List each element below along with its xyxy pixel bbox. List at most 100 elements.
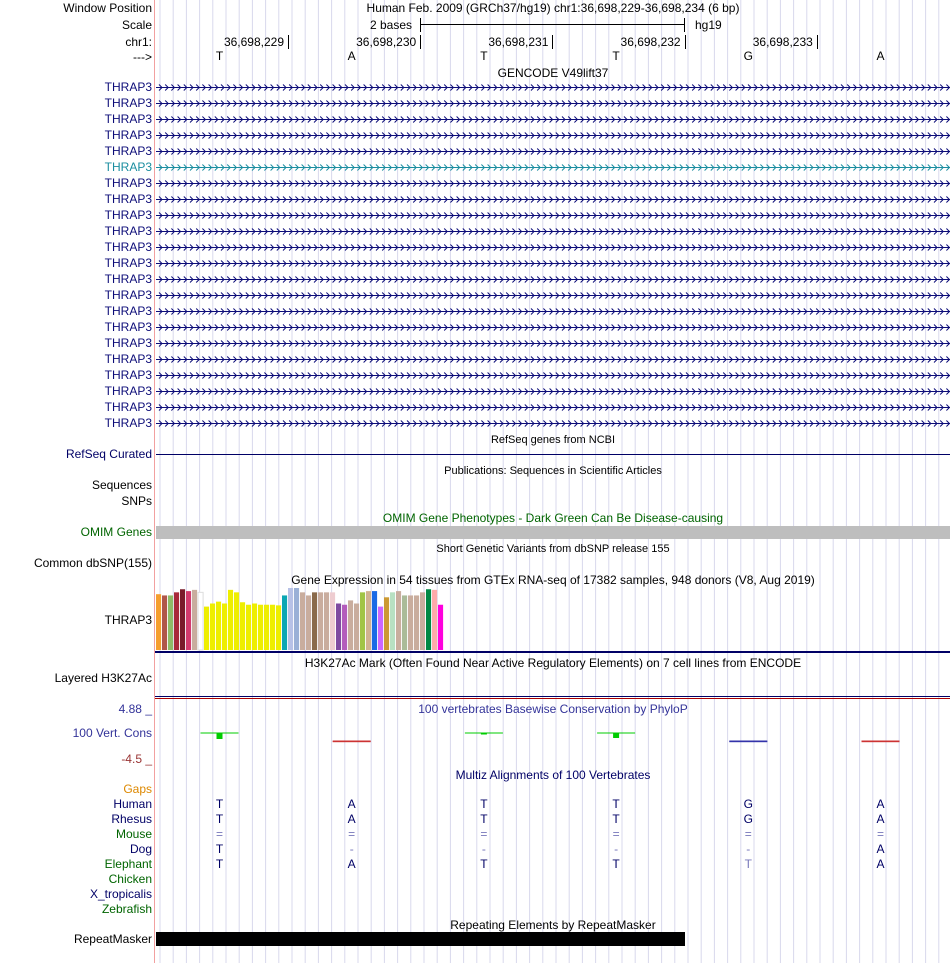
gtex-tissue-bar[interactable] <box>240 602 246 650</box>
gtex-tissue-bar[interactable] <box>408 595 414 650</box>
gtex-tissue-bar[interactable] <box>258 604 264 650</box>
multiz-species-label[interactable]: Zebrafish <box>101 902 152 916</box>
gtex-tissue-bar[interactable] <box>432 589 438 650</box>
gtex-label[interactable]: THRAP3 <box>104 613 152 627</box>
gtex-tissue-bar[interactable] <box>390 592 396 650</box>
gtex-tissue-bar[interactable] <box>270 604 276 650</box>
gtex-tissue-bar[interactable] <box>402 595 408 650</box>
gtex-tissue-bar[interactable] <box>426 589 432 650</box>
gtex-tissue-bar[interactable] <box>168 595 174 650</box>
dbsnp-label[interactable]: Common dbSNP(155) <box>33 556 152 570</box>
gencode-transcript-label[interactable]: THRAP3 <box>104 192 152 206</box>
gtex-tissue-bar[interactable] <box>306 595 312 650</box>
gencode-transcript-label[interactable]: THRAP3 <box>104 144 152 158</box>
gencode-transcript-label[interactable]: THRAP3 <box>104 176 152 190</box>
gtex-tissue-bar[interactable] <box>222 603 228 651</box>
gencode-transcript-label[interactable]: THRAP3 <box>104 304 152 318</box>
gencode-transcript-label[interactable]: THRAP3 <box>104 288 152 302</box>
gencode-transcript-label[interactable]: THRAP3 <box>104 96 152 110</box>
gtex-tissue-bar[interactable] <box>192 589 198 650</box>
multiz-species-label[interactable]: Rhesus <box>111 812 152 826</box>
gencode-transcript-label[interactable]: THRAP3 <box>104 208 152 222</box>
gtex-tissue-bar[interactable] <box>348 600 354 650</box>
gencode-transcript-label[interactable]: THRAP3 <box>104 384 152 398</box>
multiz-species-label[interactable]: Chicken <box>108 872 152 886</box>
gencode-transcript-label[interactable]: THRAP3 <box>104 400 152 414</box>
gencode-transcript-label[interactable]: THRAP3 <box>104 336 152 350</box>
multiz-species-label[interactable]: Human <box>113 797 152 811</box>
gencode-transcript-label[interactable]: THRAP3 <box>104 224 152 238</box>
gtex-tissue-bar[interactable] <box>324 592 330 650</box>
gtex-tissue-bar[interactable] <box>288 588 294 650</box>
gtex-tissue-bar[interactable] <box>264 604 270 650</box>
phylop-score-bar[interactable] <box>216 733 223 739</box>
omim-gene-bar[interactable] <box>156 526 950 539</box>
gtex-tissue-bar[interactable] <box>252 603 258 651</box>
phylop-score-bar[interactable] <box>729 741 768 743</box>
phylop-score-bar[interactable] <box>613 733 620 738</box>
gtex-tissue-bar[interactable] <box>282 595 288 650</box>
gencode-transcript-label[interactable]: THRAP3 <box>104 160 152 174</box>
phylop-score-bar[interactable] <box>332 741 371 743</box>
phylop-label[interactable]: 100 Vert. Cons <box>72 726 152 740</box>
gtex-tissue-bar[interactable] <box>330 592 336 650</box>
refseq-gene-line[interactable] <box>156 454 950 455</box>
gtex-tissue-bar[interactable] <box>216 601 222 650</box>
gtex-tissue-bar[interactable] <box>174 592 180 650</box>
multiz-species-label[interactable]: Mouse <box>115 827 152 841</box>
gtex-tissue-bar[interactable] <box>354 603 360 651</box>
multiz-species-label[interactable]: Dog <box>129 842 152 856</box>
gencode-transcript-label[interactable]: THRAP3 <box>104 112 152 126</box>
gtex-tissue-bar[interactable] <box>162 595 168 650</box>
gtex-tissue-bar[interactable] <box>336 603 342 651</box>
gtex-tissue-bar[interactable] <box>197 591 204 651</box>
gtex-tissue-bar[interactable] <box>342 604 348 650</box>
gtex-tissue-bar[interactable] <box>438 604 444 650</box>
gtex-tissue-bar[interactable] <box>210 603 216 651</box>
gtex-tissue-bar[interactable] <box>186 591 192 650</box>
gencode-transcript-label[interactable]: THRAP3 <box>104 352 152 366</box>
repeatmasker-element-bar[interactable] <box>156 932 685 946</box>
h3k27ac-label[interactable]: Layered H3K27Ac <box>54 671 152 685</box>
sequences-label[interactable]: Sequences <box>91 478 152 492</box>
gencode-transcript-label[interactable]: THRAP3 <box>104 320 152 334</box>
gtex-tissue-bar[interactable] <box>384 597 390 650</box>
phylop-score-bar[interactable] <box>861 741 900 743</box>
omim-label[interactable]: OMIM Genes <box>80 525 152 539</box>
gencode-transcript-label[interactable]: THRAP3 <box>104 128 152 142</box>
gtex-bar-chart[interactable] <box>156 588 556 652</box>
repeatmasker-label[interactable]: RepeatMasker <box>73 932 152 946</box>
phylop-plot[interactable] <box>156 716 950 756</box>
gtex-tissue-bar[interactable] <box>156 594 162 650</box>
multiz-species-label[interactable]: Elephant <box>104 857 152 871</box>
gtex-tissue-bar[interactable] <box>246 604 252 650</box>
gtex-tissue-bar[interactable] <box>228 589 234 650</box>
label-column-border <box>154 0 155 963</box>
gencode-transcript-label[interactable]: THRAP3 <box>104 416 152 430</box>
gtex-tissue-bar[interactable] <box>312 592 318 650</box>
gtex-tissue-bar[interactable] <box>360 592 366 650</box>
gencode-transcript-label[interactable]: THRAP3 <box>104 256 152 270</box>
gencode-transcript-label[interactable]: THRAP3 <box>104 368 152 382</box>
gtex-tissue-bar[interactable] <box>180 589 186 650</box>
gtex-tissue-bar[interactable] <box>366 591 372 650</box>
gencode-transcript-label[interactable]: THRAP3 <box>104 240 152 254</box>
gtex-tissue-bar[interactable] <box>234 592 240 650</box>
gtex-tissue-bar[interactable] <box>378 606 384 650</box>
gtex-tissue-bar[interactable] <box>300 592 306 650</box>
gencode-transcript-label[interactable]: THRAP3 <box>104 272 152 286</box>
gtex-tissue-bar[interactable] <box>204 606 210 650</box>
multiz-species-label[interactable]: X_tropicalis <box>89 887 152 901</box>
snps-label[interactable]: SNPs <box>121 494 152 508</box>
gtex-tissue-bar[interactable] <box>294 588 300 650</box>
gtex-tissue-bar[interactable] <box>420 592 426 650</box>
refseq-label[interactable]: RefSeq Curated <box>65 447 152 461</box>
gtex-tissue-bar[interactable] <box>318 592 324 650</box>
gtex-tissue-bar[interactable] <box>396 591 402 650</box>
gencode-transcript-label[interactable]: THRAP3 <box>104 80 152 94</box>
gaps-label[interactable]: Gaps <box>123 782 152 796</box>
gtex-tissue-bar[interactable] <box>372 591 378 650</box>
phylop-score-bar[interactable] <box>480 733 487 735</box>
gtex-tissue-bar[interactable] <box>414 595 420 650</box>
gtex-tissue-bar[interactable] <box>276 605 282 650</box>
